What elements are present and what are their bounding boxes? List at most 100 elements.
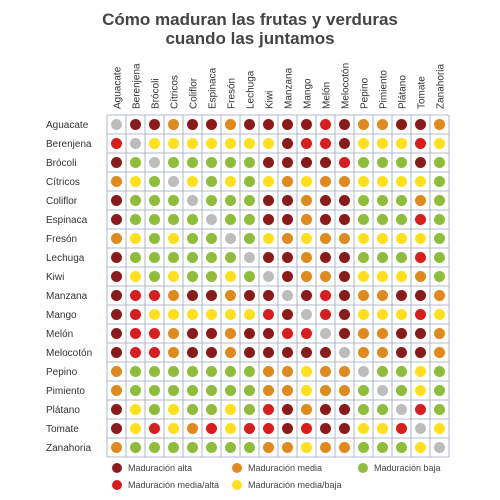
- cell-dot-alta: [263, 290, 274, 301]
- cell-dot-media_alta: [149, 328, 160, 339]
- cell-dot-media_alta: [415, 214, 426, 225]
- cell-dot-media_baja: [263, 233, 274, 244]
- column-header: Manzana: [284, 67, 295, 109]
- cell-dot-media: [301, 404, 312, 415]
- cell-dot-alta: [187, 290, 198, 301]
- cell-dot-baja: [396, 195, 407, 206]
- cell-dot-media_baja: [377, 271, 388, 282]
- cell-dot-baja: [377, 252, 388, 263]
- cell-dot-baja: [434, 366, 445, 377]
- cell-dot-alta: [111, 347, 122, 358]
- cell-dot-alta: [339, 252, 350, 263]
- cell-dot-baja: [225, 366, 236, 377]
- row-label: Melón: [46, 329, 73, 340]
- cell-dot-media_baja: [244, 309, 255, 320]
- cell-dot-media_baja: [206, 138, 217, 149]
- cell-dot-alta: [263, 328, 274, 339]
- cell-dot-ninguna: [301, 309, 312, 320]
- cell-dot-baja: [206, 157, 217, 168]
- cell-dot-media: [339, 366, 350, 377]
- column-header: Brócoli: [151, 78, 162, 109]
- cell-dot-media: [320, 176, 331, 187]
- cell-dot-alta: [187, 328, 198, 339]
- cell-dot-media: [225, 328, 236, 339]
- cell-dot-media: [415, 271, 426, 282]
- cell-dot-media_baja: [396, 271, 407, 282]
- cell-dot-baja: [187, 404, 198, 415]
- cell-dot-media: [415, 195, 426, 206]
- cell-dot-media_alta: [149, 347, 160, 358]
- cell-dot-media_alta: [130, 309, 141, 320]
- cell-dot-baja: [149, 366, 160, 377]
- cell-dot-media: [339, 176, 350, 187]
- cell-dot-media: [282, 176, 293, 187]
- cell-dot-baja: [187, 385, 198, 396]
- cell-dot-ninguna: [415, 423, 426, 434]
- cell-dot-alta: [282, 271, 293, 282]
- cell-dot-media_baja: [358, 138, 369, 149]
- cell-dot-alta: [339, 119, 350, 130]
- cell-dot-media_baja: [168, 138, 179, 149]
- cell-dot-baja: [434, 404, 445, 415]
- cell-dot-baja: [206, 233, 217, 244]
- cell-dot-alta: [111, 271, 122, 282]
- cell-dot-media_baja: [263, 138, 274, 149]
- cell-dot-baja: [434, 195, 445, 206]
- chart-title-line-2: cuando las juntamos: [165, 29, 335, 48]
- cell-dot-baja: [434, 271, 445, 282]
- cell-dot-baja: [168, 252, 179, 263]
- cell-dot-media_baja: [130, 423, 141, 434]
- cell-dot-baja: [396, 252, 407, 263]
- cell-dot-alta: [206, 328, 217, 339]
- cell-dot-media: [187, 423, 198, 434]
- cell-dot-alta: [282, 214, 293, 225]
- cell-dot-alta: [320, 347, 331, 358]
- cell-dot-baja: [168, 442, 179, 453]
- cell-dot-media_baja: [301, 366, 312, 377]
- cell-dot-media_alta: [415, 138, 426, 149]
- cell-dot-media: [225, 290, 236, 301]
- cell-dot-media: [168, 119, 179, 130]
- cell-dot-alta: [282, 252, 293, 263]
- chart-title-line-1: Cómo maduran las frutas y verduras: [102, 10, 398, 29]
- row-label: Fresón: [46, 234, 77, 245]
- legend-label: Maduración media/alta: [128, 480, 220, 490]
- cell-dot-baja: [168, 214, 179, 225]
- cell-dot-media: [111, 366, 122, 377]
- cell-dot-ninguna: [149, 157, 160, 168]
- cell-dot-baja: [206, 366, 217, 377]
- cell-dot-media_baja: [415, 176, 426, 187]
- column-header: Fresón: [227, 78, 238, 109]
- cell-dot-baja: [358, 157, 369, 168]
- cell-dot-media: [377, 119, 388, 130]
- cell-dot-baja: [396, 366, 407, 377]
- cell-dot-media_baja: [358, 233, 369, 244]
- cell-dot-alta: [415, 328, 426, 339]
- cell-dot-baja: [168, 366, 179, 377]
- cell-dot-alta: [320, 252, 331, 263]
- cell-dot-media_alta: [282, 328, 293, 339]
- cell-dot-media: [320, 233, 331, 244]
- cell-dot-media: [320, 385, 331, 396]
- cell-dot-media_baja: [225, 423, 236, 434]
- cell-dot-media_baja: [168, 423, 179, 434]
- cell-dot-media_baja: [130, 271, 141, 282]
- cell-dot-alta: [244, 119, 255, 130]
- cell-dot-media_baja: [225, 176, 236, 187]
- cell-dot-media_baja: [434, 309, 445, 320]
- cell-dot-alta: [130, 119, 141, 130]
- cell-dot-baja: [187, 233, 198, 244]
- column-header: Cítricos: [170, 75, 181, 109]
- cell-dot-alta: [415, 157, 426, 168]
- row-label: Pimiento: [46, 386, 85, 397]
- cell-dot-baja: [244, 233, 255, 244]
- cell-dot-baja: [244, 176, 255, 187]
- cell-dot-baja: [358, 404, 369, 415]
- column-header: Melocotón: [341, 63, 352, 109]
- cell-dot-media: [358, 290, 369, 301]
- column-header: Plátano: [398, 75, 409, 109]
- cell-dot-alta: [396, 290, 407, 301]
- cell-dot-alta: [244, 328, 255, 339]
- column-header: Berenjena: [132, 63, 143, 109]
- row-label: Cítricos: [46, 177, 80, 188]
